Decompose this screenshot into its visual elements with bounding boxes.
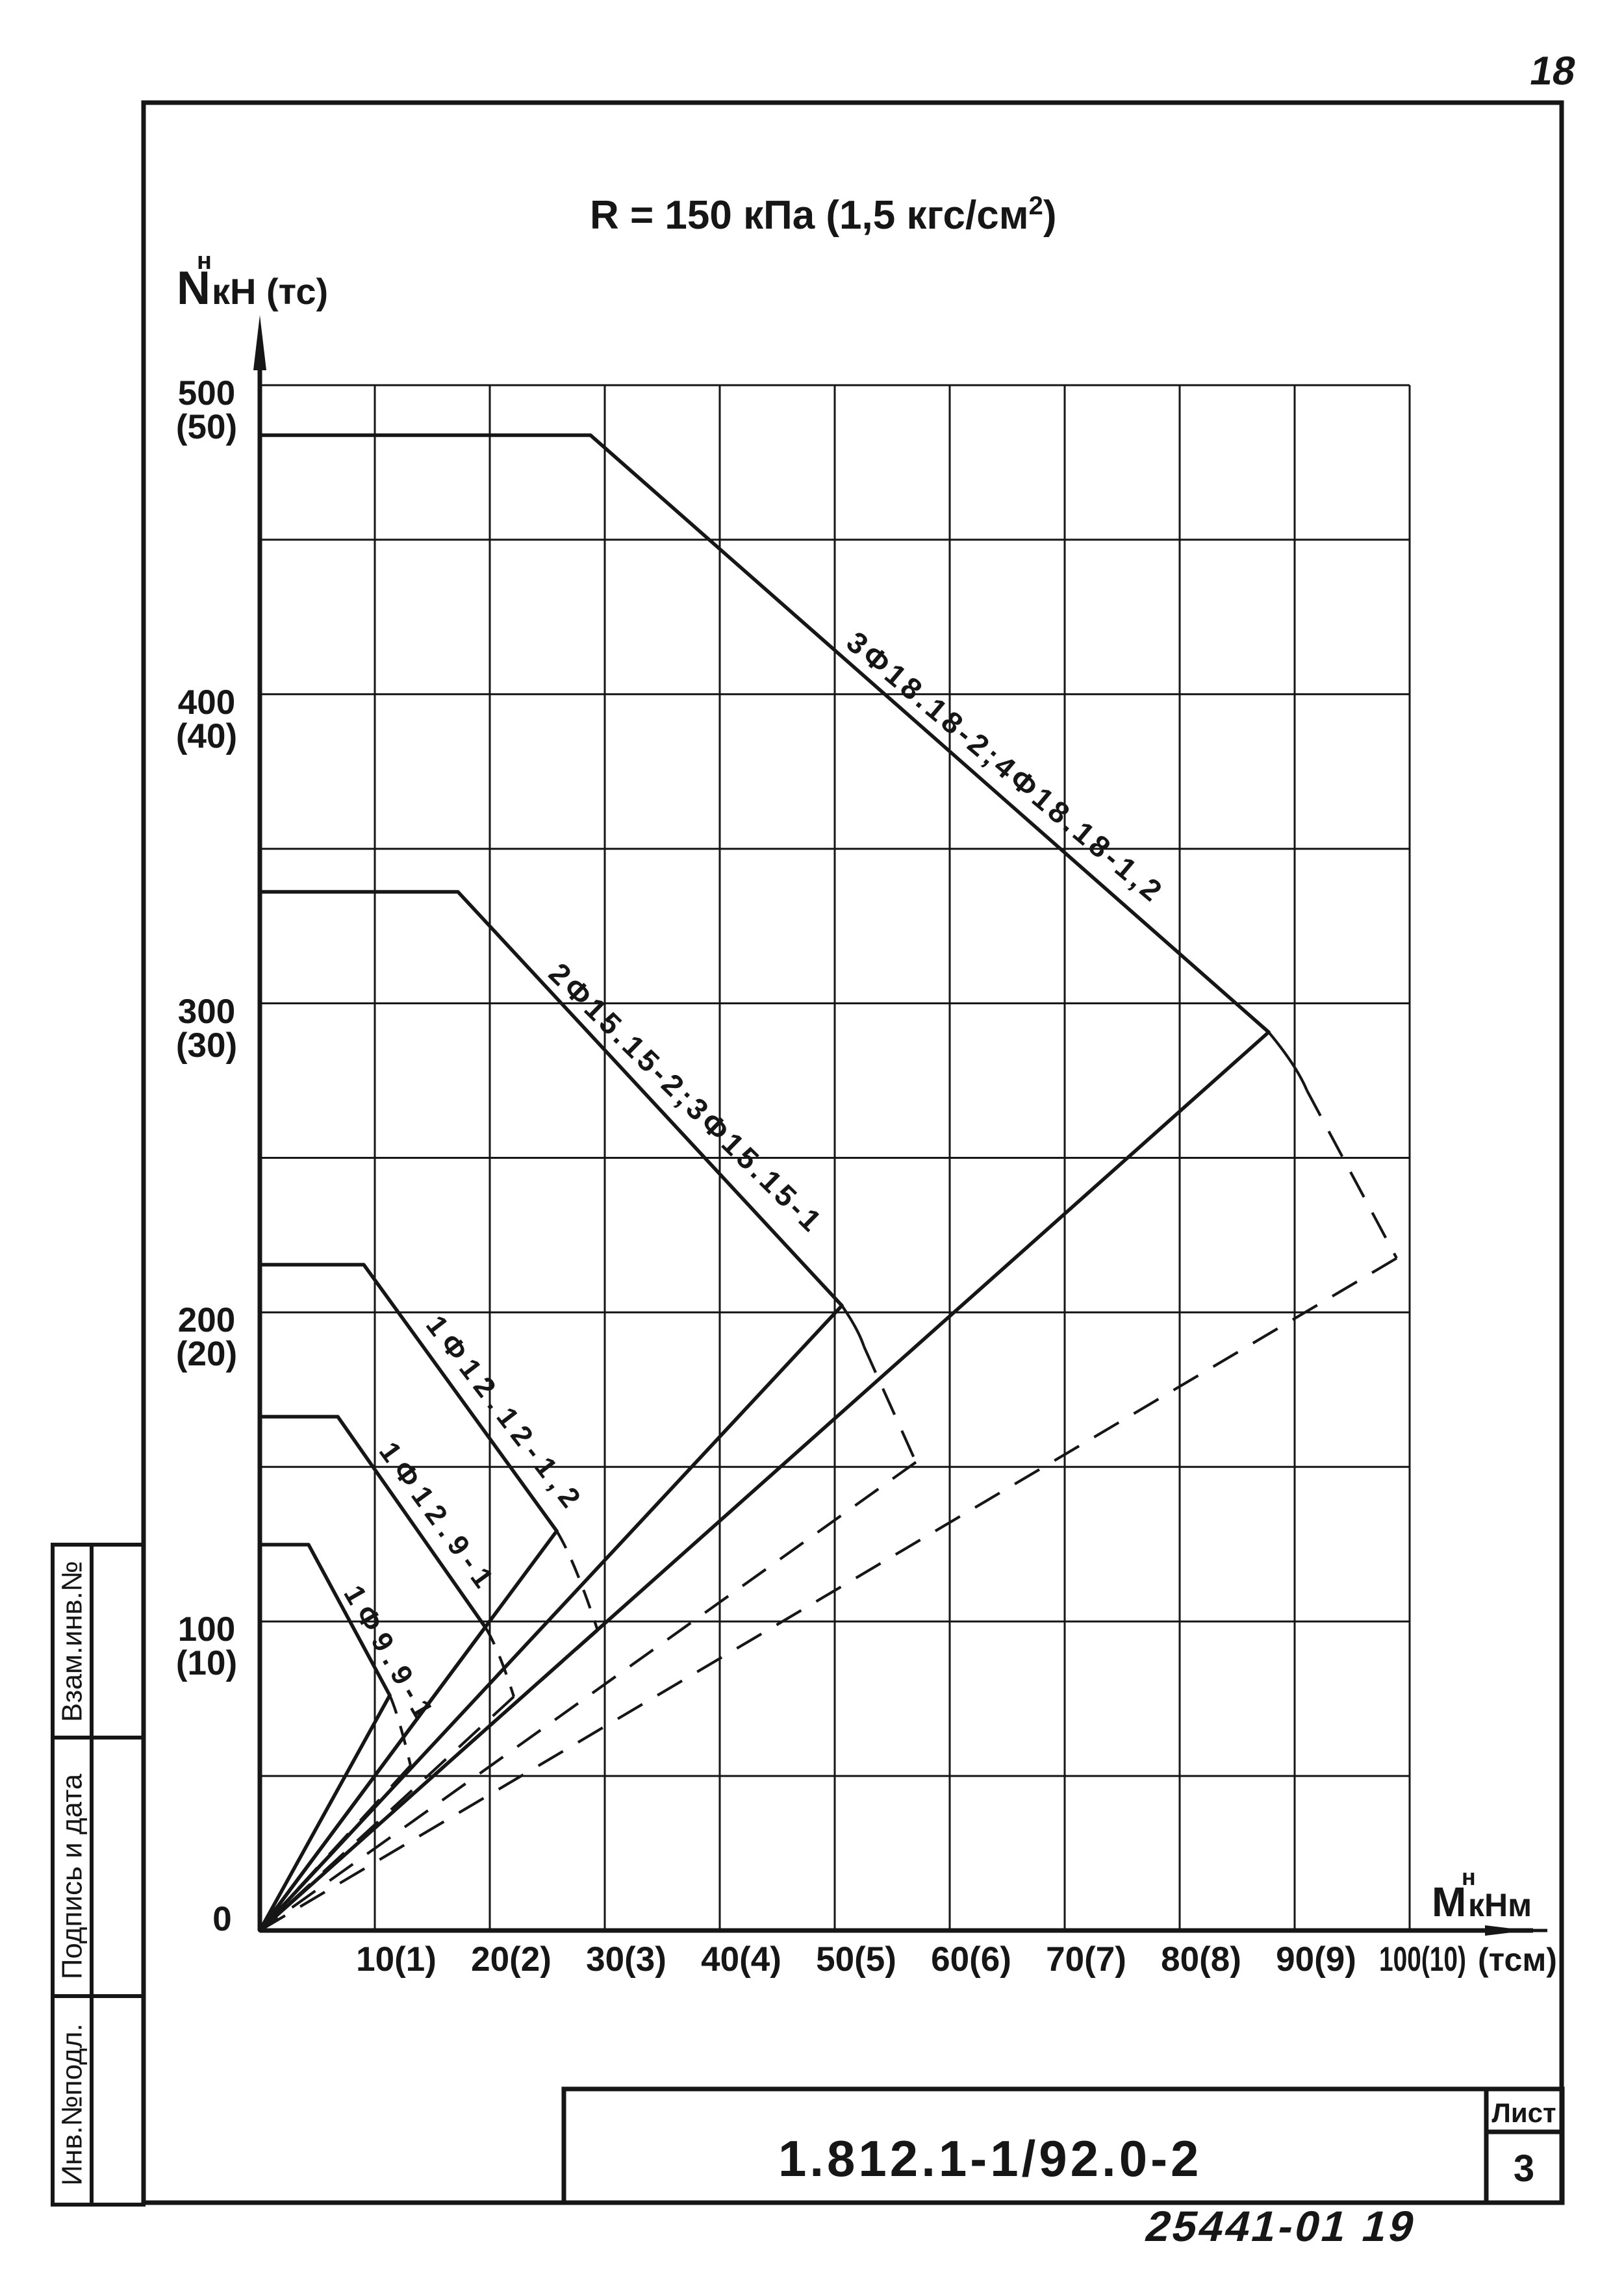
svg-text:100: 100 (178, 1610, 235, 1649)
svg-text:Взам.инв.№: Взам.инв.№ (57, 1561, 88, 1722)
svg-text:10(1): 10(1) (356, 1940, 437, 1979)
svg-text:R = 150 кПа (1,5 кгс/см2): R = 150 кПа (1,5 кгс/см2) (590, 192, 1056, 238)
svg-text:1.812.1-1/92.0-2: 1.812.1-1/92.0-2 (778, 2130, 1202, 2187)
svg-text:300: 300 (178, 993, 235, 1031)
svg-text:(30): (30) (176, 1026, 237, 1065)
svg-text:30(3): 30(3) (586, 1940, 666, 1979)
svg-text:(50): (50) (176, 408, 237, 446)
svg-text:Лист: Лист (1491, 2097, 1556, 2128)
svg-text:90(9): 90(9) (1276, 1940, 1356, 1979)
svg-text:40(4): 40(4) (701, 1940, 781, 1979)
svg-text:20(2): 20(2) (471, 1940, 552, 1979)
svg-text:н: н (1462, 1864, 1476, 1890)
svg-text:кН (тс): кН (тс) (212, 271, 328, 312)
svg-text:3: 3 (1514, 2147, 1534, 2190)
svg-text:М: М (1432, 1879, 1466, 1925)
svg-text:0: 0 (212, 1900, 231, 1938)
svg-text:400: 400 (178, 683, 235, 722)
svg-text:18: 18 (1527, 48, 1579, 93)
svg-text:Инв.№подл.: Инв.№подл. (57, 2023, 88, 2186)
svg-text:н: н (197, 247, 212, 275)
svg-text:60(6): 60(6) (931, 1940, 1011, 1979)
svg-text:N: N (177, 262, 210, 314)
svg-text:50(5): 50(5) (816, 1940, 896, 1979)
svg-text:(10): (10) (176, 1644, 237, 1682)
svg-text:70(7): 70(7) (1046, 1940, 1126, 1979)
svg-text:(40): (40) (176, 717, 237, 755)
svg-text:(20): (20) (176, 1335, 237, 1373)
svg-text:200: 200 (178, 1301, 235, 1339)
svg-text:25441-01 19: 25441-01 19 (1141, 2203, 1422, 2251)
svg-text:кНм: кНм (1468, 1887, 1532, 1923)
svg-text:(тсм): (тсм) (1478, 1942, 1557, 1978)
svg-text:500: 500 (178, 374, 235, 412)
svg-text:100(10): 100(10) (1379, 1940, 1466, 1979)
svg-text:80(8): 80(8) (1161, 1940, 1241, 1979)
svg-text:Подпись и дата: Подпись и дата (57, 1773, 88, 1979)
